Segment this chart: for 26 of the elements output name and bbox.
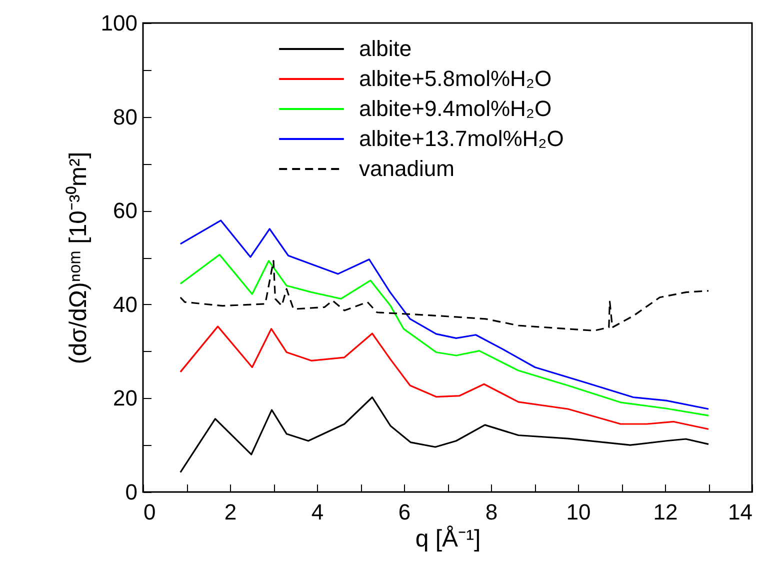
y-axis-title: (dσ/dΩ)ⁿᵒᵐ [10⁻³⁰m²] [64,152,92,364]
legend-label: albite+5.8mol%H₂O [359,66,552,91]
x-tick-label: 14 [728,500,752,524]
x-tick-label: 0 [144,500,156,524]
y-tick-label: 80 [113,104,138,130]
x-tick-label: 10 [566,500,591,524]
x-tick-label: 6 [398,500,411,524]
y-tick-label: 40 [113,292,138,317]
y-tick-label: 60 [113,198,138,224]
x-tick-label: 8 [485,500,498,524]
x-tick-label: 12 [653,500,678,524]
line-series [180,326,710,430]
y-tick-label: 100 [100,10,138,36]
line-series [180,396,710,474]
line-series [180,220,710,410]
x-tick-label: 2 [224,500,237,524]
legend-label: albite+13.7mol%H₂O [359,126,564,151]
legend-label: albite [359,36,412,61]
line-series [180,254,710,416]
legend-label: vanadium [359,156,454,181]
line-series [180,260,710,332]
x-tick-label: 4 [311,500,324,524]
legend-label: albite+9.4mol%H₂O [359,96,552,121]
y-tick-label: 0 [125,480,138,504]
y-tick-label: 20 [113,386,138,411]
x-axis-title: q [Å⁻¹] [415,526,481,552]
